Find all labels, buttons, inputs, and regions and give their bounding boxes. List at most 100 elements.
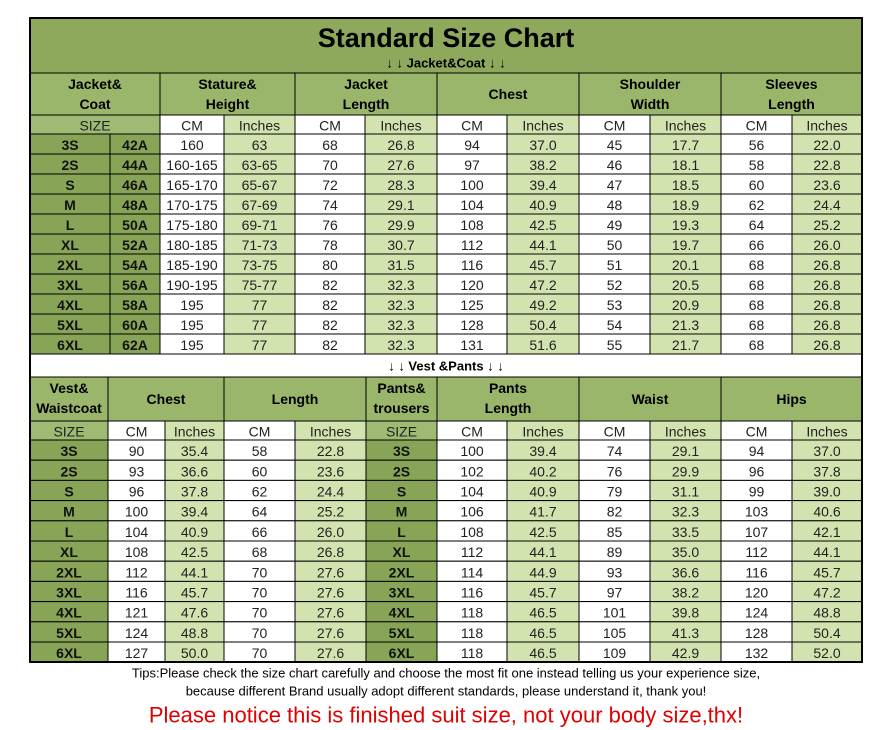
value-cell: 32.3 xyxy=(387,317,414,333)
value-cell: 35.0 xyxy=(672,544,699,560)
value-cell: 44.9 xyxy=(529,564,556,580)
size-cell: L xyxy=(397,524,406,540)
value-cell: 49.2 xyxy=(529,297,556,313)
column-header: Length xyxy=(768,96,815,112)
size-cell: 3S xyxy=(393,443,410,459)
size-cell: L xyxy=(66,217,75,233)
unit-label: Inches xyxy=(380,118,421,134)
value-cell: 27.6 xyxy=(387,157,414,173)
value-cell: 51.6 xyxy=(529,337,556,353)
size-cell: 6XL xyxy=(57,337,83,353)
value-cell: 20.1 xyxy=(672,257,699,273)
unit-label: CM xyxy=(746,424,768,440)
value-cell: 116 xyxy=(745,564,768,580)
size-cell: 4XL xyxy=(389,605,415,621)
value-cell: 68 xyxy=(322,137,338,153)
value-cell: 114 xyxy=(461,564,484,580)
size-cell: S xyxy=(65,177,74,193)
value-cell: 35.4 xyxy=(181,443,208,459)
value-cell: 132 xyxy=(745,645,769,661)
value-cell: 82 xyxy=(607,504,623,520)
unit-label: CM xyxy=(746,118,768,134)
unit-label: CM xyxy=(126,424,148,440)
value-cell: 29.9 xyxy=(672,463,699,479)
size-cell: 3XL xyxy=(389,585,415,601)
value-cell: 47.2 xyxy=(529,277,556,293)
value-cell: 29.1 xyxy=(672,443,699,459)
value-cell: 39.4 xyxy=(181,504,208,520)
value-cell: 195 xyxy=(180,297,204,313)
value-cell: 94 xyxy=(464,137,480,153)
size-cell: 2XL xyxy=(57,257,83,273)
value-cell: 29.1 xyxy=(387,197,414,213)
unit-label: Inches xyxy=(174,424,215,440)
value-cell: 42.1 xyxy=(813,524,840,540)
value-cell: 131 xyxy=(460,337,484,353)
value-cell: 160-165 xyxy=(166,157,218,173)
value-cell: 195 xyxy=(180,317,204,333)
cell xyxy=(720,376,863,422)
value-cell: 79 xyxy=(607,484,623,500)
value-cell: 37.8 xyxy=(181,484,208,500)
size-cell: 2S xyxy=(61,157,78,173)
unit-label: Inches xyxy=(665,118,706,134)
value-cell: 100 xyxy=(460,177,484,193)
size-cell: 60A xyxy=(122,317,148,333)
column-header: Stature& xyxy=(198,76,256,92)
value-cell: 29.9 xyxy=(387,217,414,233)
tip-line: because different Brand usually adopt di… xyxy=(186,684,707,699)
value-cell: 68 xyxy=(749,277,765,293)
unit-label: Inches xyxy=(806,118,847,134)
value-cell: 100 xyxy=(125,504,149,520)
size-cell: 5XL xyxy=(57,317,83,333)
value-cell: 45.7 xyxy=(813,564,840,580)
value-cell: 160 xyxy=(180,137,204,153)
value-cell: 25.2 xyxy=(813,217,840,233)
cell xyxy=(29,376,109,422)
value-cell: 18.9 xyxy=(672,197,699,213)
value-cell: 74 xyxy=(607,443,623,459)
unit-label: CM xyxy=(319,118,341,134)
value-cell: 37.0 xyxy=(529,137,556,153)
value-cell: 40.6 xyxy=(813,504,840,520)
value-cell: 27.6 xyxy=(317,625,344,641)
size-cell: XL xyxy=(60,544,78,560)
value-cell: 108 xyxy=(460,524,484,540)
value-cell: 70 xyxy=(322,157,338,173)
value-cell: 39.4 xyxy=(529,177,556,193)
value-cell: 94 xyxy=(749,443,765,459)
size-cell: 6XL xyxy=(389,645,415,661)
value-cell: 165-170 xyxy=(166,177,218,193)
value-cell: 31.5 xyxy=(387,257,414,273)
column-header: Chest xyxy=(147,391,186,407)
value-cell: 58 xyxy=(749,157,765,173)
size-cell: 2XL xyxy=(56,564,82,580)
value-cell: 77 xyxy=(252,317,268,333)
size-cell: S xyxy=(64,484,73,500)
column-header: Vest& xyxy=(50,380,89,396)
size-cell: 3XL xyxy=(57,277,83,293)
value-cell: 18.5 xyxy=(672,177,699,193)
value-cell: 42.5 xyxy=(529,524,556,540)
column-header: Sleeves xyxy=(765,76,817,92)
value-cell: 104 xyxy=(460,197,484,213)
value-cell: 185-190 xyxy=(166,257,218,273)
size-cell: 4XL xyxy=(57,297,83,313)
value-cell: 60 xyxy=(252,463,268,479)
value-cell: 106 xyxy=(460,504,484,520)
cell xyxy=(223,376,367,422)
value-cell: 62 xyxy=(749,197,765,213)
value-cell: 90 xyxy=(129,443,145,459)
value-cell: 22.0 xyxy=(813,137,840,153)
value-cell: 46.5 xyxy=(529,605,556,621)
value-cell: 68 xyxy=(749,257,765,273)
value-cell: 49 xyxy=(607,217,623,233)
size-cell: 48A xyxy=(122,197,148,213)
column-header: Length xyxy=(343,96,390,112)
value-cell: 65-67 xyxy=(242,177,278,193)
value-cell: 45.7 xyxy=(529,257,556,273)
size-cell: M xyxy=(396,504,408,520)
value-cell: 70 xyxy=(252,585,268,601)
size-cell: 3XL xyxy=(56,585,82,601)
value-cell: 76 xyxy=(607,463,623,479)
